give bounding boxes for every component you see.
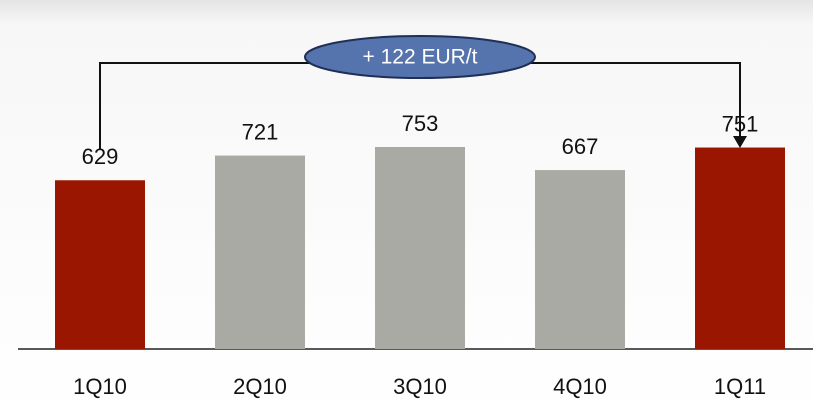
x-tick-label: 1Q10: [73, 374, 127, 399]
bar: [695, 147, 785, 349]
bar: [375, 147, 465, 349]
bar: [535, 170, 625, 349]
bar: [215, 155, 305, 349]
bar: [55, 180, 145, 349]
data-label: 667: [562, 134, 599, 159]
arrowhead: [733, 136, 747, 148]
data-label: 751: [722, 111, 759, 136]
data-label: 721: [242, 119, 279, 144]
annotation: + 122 EUR/t: [363, 46, 478, 69]
x-tick-label: 3Q10: [393, 374, 447, 399]
annotation-bubble: [304, 35, 536, 79]
data-label: 629: [82, 144, 119, 169]
x-tick-label: 4Q10: [553, 374, 607, 399]
x-tick-label: 2Q10: [233, 374, 287, 399]
data-label: 753: [402, 111, 439, 136]
x-tick-label: 1Q11: [714, 374, 766, 399]
